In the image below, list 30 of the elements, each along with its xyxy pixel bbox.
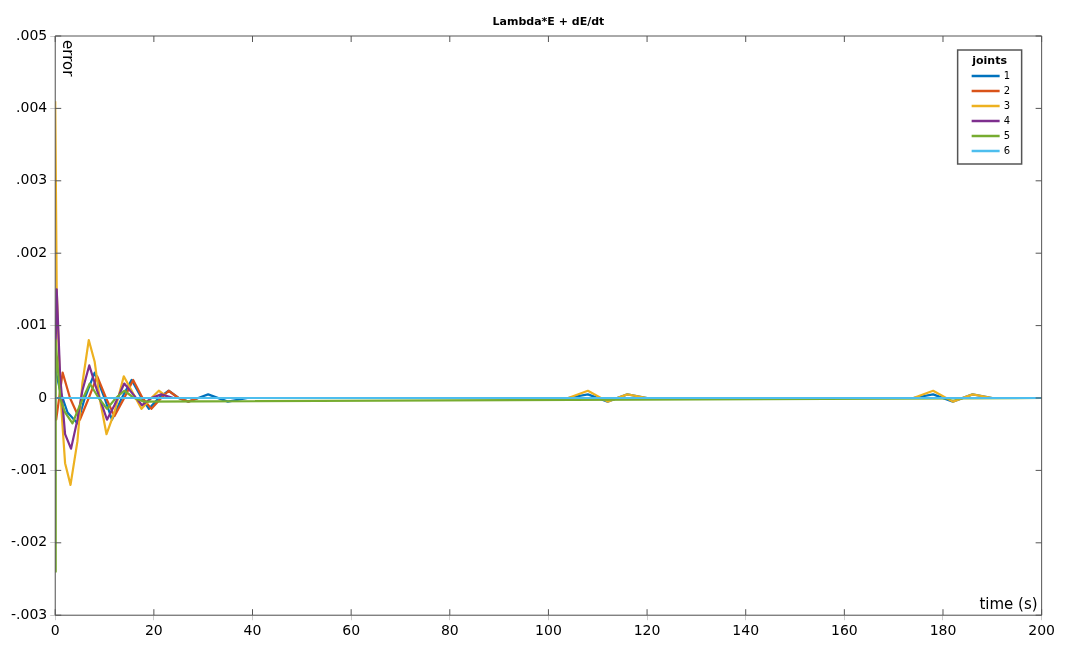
legend-title: joints [971,53,1008,67]
x-tick-label: 160 [830,622,858,639]
x-tick-label: 80 [440,622,459,639]
x-axis-title: time (s) [979,594,1038,613]
x-tick-label: 100 [535,622,562,639]
x-tick-label: 40 [243,622,262,639]
y-tick-label: 0 [38,388,48,405]
legend-label: 4 [1003,114,1011,126]
y-tick-label: .003 [16,171,48,188]
x-tick-label: 180 [929,622,957,639]
legend-label: 1 [1003,69,1011,81]
y-tick-label: -.003 [10,605,48,622]
y-tick-label: .004 [16,99,48,116]
x-tick-label: 0 [50,622,60,639]
legend-label: 2 [1003,84,1011,96]
y-tick-label: .005 [16,26,48,43]
x-tick-label: 20 [144,622,163,639]
y-tick-label: -.001 [10,461,48,478]
chart-title: Lambda*E + dE/dt [492,15,605,29]
legend-label: 5 [1003,129,1011,141]
y-tick-label: .002 [16,243,48,260]
y-tick-label: -.002 [10,533,48,550]
y-tick-label: .001 [16,316,48,333]
x-tick-label: 200 [1028,622,1056,639]
x-tick-label: 120 [633,622,661,639]
x-tick-label: 60 [342,622,361,639]
y-axis-title: error [58,40,77,78]
legend-label: 6 [1003,144,1011,156]
legend-label: 3 [1003,99,1011,111]
x-tick-label: 140 [732,622,760,639]
